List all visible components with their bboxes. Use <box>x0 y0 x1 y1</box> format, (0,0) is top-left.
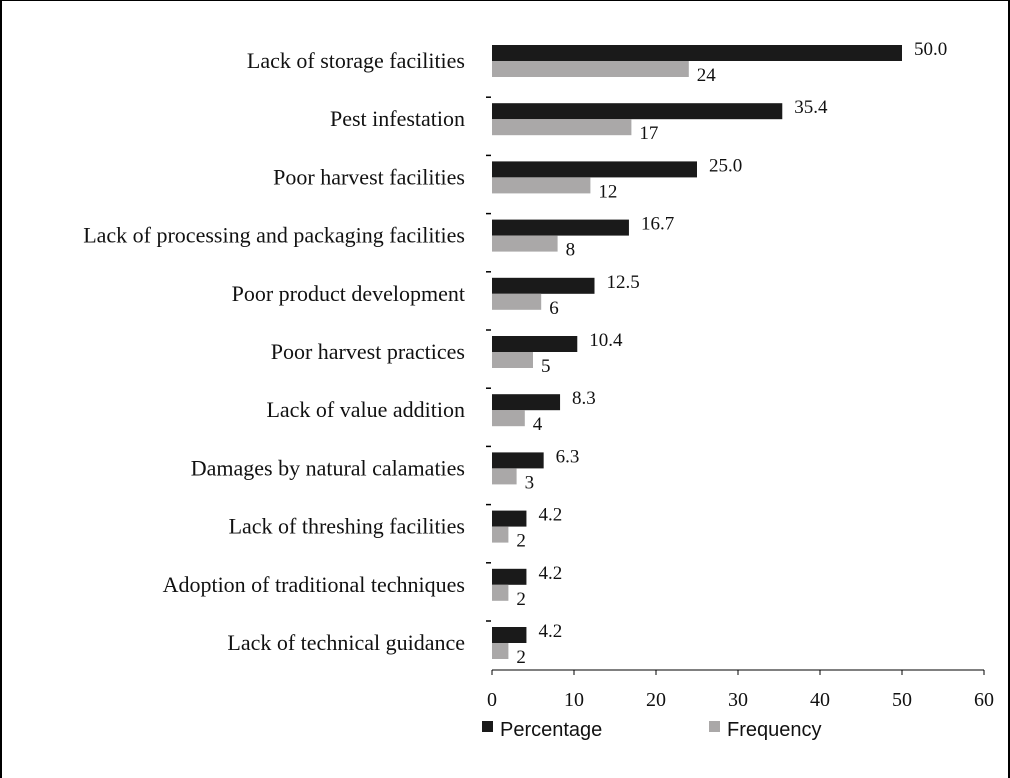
data-label-frequency: 8 <box>566 240 576 261</box>
data-label-percentage: 4.2 <box>538 563 562 584</box>
category-label: Lack of storage facilities <box>247 48 465 73</box>
bar-percentage <box>492 161 697 178</box>
category-label: Poor product development <box>232 281 465 306</box>
data-label-frequency: 3 <box>525 472 535 493</box>
data-label-percentage: 10.4 <box>589 330 623 351</box>
data-label-frequency: 2 <box>516 589 526 610</box>
data-label-frequency: 24 <box>697 65 717 86</box>
bar-frequency <box>492 643 509 659</box>
legend-swatch-percentage <box>482 721 493 732</box>
bar-frequency <box>492 293 542 310</box>
bar-percentage <box>492 627 527 643</box>
x-tick-label: 10 <box>564 689 584 711</box>
axes-layer: 0 10 20 30 40 50 60 <box>486 96 994 711</box>
bar-frequency <box>492 235 558 252</box>
data-label-percentage: 8.3 <box>572 388 596 409</box>
bar-percentage <box>492 103 783 120</box>
x-tick-label: 0 <box>487 689 497 711</box>
data-label-percentage: 50.0 <box>914 39 947 60</box>
bar-percentage <box>492 219 629 236</box>
data-label-frequency: 2 <box>516 531 526 552</box>
category-label: Lack of threshing facilities <box>229 514 465 539</box>
bar-frequency <box>492 526 509 543</box>
category-label: Lack of technical guidance <box>227 630 465 655</box>
category-label: Poor harvest facilities <box>273 164 465 189</box>
category-label: Damages by natural calamaties <box>191 455 465 480</box>
x-tick-label: 20 <box>646 689 666 711</box>
data-label-frequency: 4 <box>533 414 543 435</box>
category-label: Lack of processing and packaging facilit… <box>83 223 465 248</box>
bar-percentage <box>492 452 544 469</box>
data-label-frequency: 12 <box>598 181 617 202</box>
bar-frequency <box>492 410 525 427</box>
data-label-frequency: 2 <box>516 647 526 668</box>
bar-percentage <box>492 45 902 61</box>
bar-frequency <box>492 119 632 136</box>
bar-percentage <box>492 394 561 411</box>
legend-label-percentage: Percentage <box>500 719 602 741</box>
legend-label-frequency: Frequency <box>727 719 822 741</box>
category-label: Adoption of traditional techniques <box>163 572 465 597</box>
bar-percentage <box>492 568 527 585</box>
legend: Percentage Frequency <box>482 719 822 741</box>
bar-frequency <box>492 352 533 368</box>
data-label-frequency: 6 <box>549 298 559 319</box>
bar-percentage <box>492 277 595 294</box>
x-tick-label: 60 <box>974 689 994 711</box>
data-label-percentage: 6.3 <box>556 446 580 467</box>
bar-percentage <box>492 510 527 527</box>
category-label: Lack of value addition <box>266 397 465 422</box>
data-label-percentage: 16.7 <box>641 214 674 235</box>
bar-percentage <box>492 336 578 352</box>
data-label-percentage: 4.2 <box>538 621 562 642</box>
legend-swatch-frequency <box>709 721 720 732</box>
x-tick-label: 50 <box>892 689 912 711</box>
category-label: Poor harvest practices <box>271 339 465 364</box>
bar-frequency <box>492 177 591 194</box>
data-label-frequency: 5 <box>541 356 551 377</box>
bar-frequency <box>492 584 509 601</box>
data-label-percentage: 25.0 <box>709 155 742 176</box>
category-label: Pest infestation <box>330 106 465 131</box>
data-label-percentage: 12.5 <box>607 272 640 293</box>
x-tick-label: 30 <box>728 689 748 711</box>
data-label-frequency: 17 <box>639 123 658 144</box>
data-label-percentage: 35.4 <box>794 97 828 118</box>
data-label-percentage: 4.2 <box>538 505 562 526</box>
bar-frequency <box>492 61 689 77</box>
x-tick-label: 40 <box>810 689 830 711</box>
bars-layer <box>492 45 902 659</box>
bar-frequency <box>492 468 517 485</box>
